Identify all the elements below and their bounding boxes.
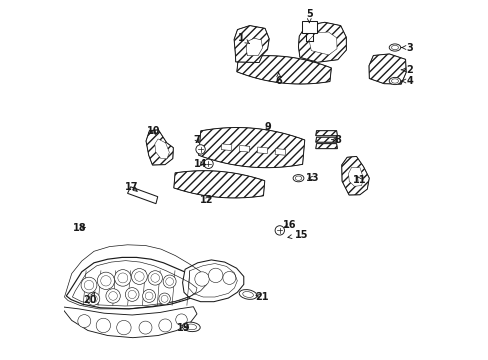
Circle shape <box>223 271 235 284</box>
Text: 13: 13 <box>305 173 319 183</box>
Polygon shape <box>182 260 244 302</box>
Text: 19: 19 <box>177 323 190 333</box>
Text: 3: 3 <box>400 42 413 53</box>
Text: 4: 4 <box>400 76 413 86</box>
Circle shape <box>114 270 131 286</box>
Circle shape <box>196 145 205 154</box>
Polygon shape <box>221 144 231 150</box>
Polygon shape <box>198 127 304 168</box>
Polygon shape <box>348 167 363 186</box>
Circle shape <box>275 226 284 235</box>
Text: 6: 6 <box>275 73 282 86</box>
Text: 1: 1 <box>237 33 249 44</box>
Circle shape <box>175 314 187 325</box>
Text: 9: 9 <box>264 122 271 132</box>
Ellipse shape <box>388 44 400 51</box>
Text: 16: 16 <box>283 220 296 230</box>
Circle shape <box>81 277 97 293</box>
Polygon shape <box>127 187 158 204</box>
Text: 21: 21 <box>255 292 268 302</box>
Text: 5: 5 <box>305 9 312 23</box>
Polygon shape <box>298 22 346 62</box>
Circle shape <box>131 269 147 284</box>
Polygon shape <box>245 38 262 56</box>
Polygon shape <box>315 131 337 136</box>
Ellipse shape <box>388 77 400 85</box>
Polygon shape <box>234 26 269 63</box>
Ellipse shape <box>239 289 257 300</box>
Circle shape <box>139 321 152 334</box>
Circle shape <box>87 292 100 305</box>
Text: 8: 8 <box>331 135 341 145</box>
Circle shape <box>203 159 213 168</box>
Circle shape <box>125 288 139 301</box>
Circle shape <box>97 272 114 289</box>
Circle shape <box>148 271 162 285</box>
Polygon shape <box>257 147 267 154</box>
Text: 7: 7 <box>193 135 200 145</box>
Circle shape <box>194 272 209 286</box>
Circle shape <box>78 315 91 328</box>
Circle shape <box>142 289 155 302</box>
Text: 15: 15 <box>287 230 307 240</box>
Polygon shape <box>61 307 197 338</box>
Polygon shape <box>308 32 336 55</box>
Circle shape <box>208 268 223 283</box>
Polygon shape <box>315 144 337 149</box>
Polygon shape <box>66 257 204 309</box>
Text: 2: 2 <box>400 65 413 75</box>
Text: 20: 20 <box>83 292 97 305</box>
Polygon shape <box>341 157 368 195</box>
Circle shape <box>106 289 120 303</box>
Polygon shape <box>146 130 173 165</box>
Polygon shape <box>368 54 406 84</box>
Polygon shape <box>275 149 285 155</box>
Polygon shape <box>236 56 331 84</box>
Circle shape <box>159 293 170 305</box>
Circle shape <box>117 320 131 335</box>
Ellipse shape <box>182 322 200 332</box>
Text: 10: 10 <box>147 126 160 136</box>
Text: 18: 18 <box>73 222 86 233</box>
Text: 11: 11 <box>352 175 366 185</box>
Polygon shape <box>239 145 249 152</box>
Polygon shape <box>315 137 337 142</box>
Circle shape <box>96 318 110 333</box>
Polygon shape <box>155 139 169 159</box>
Text: 17: 17 <box>125 182 139 192</box>
Ellipse shape <box>292 175 303 182</box>
Text: 12: 12 <box>200 195 213 205</box>
Text: 14: 14 <box>193 159 207 169</box>
Circle shape <box>163 275 176 288</box>
Polygon shape <box>173 171 264 198</box>
Circle shape <box>159 319 171 332</box>
Polygon shape <box>302 21 316 33</box>
